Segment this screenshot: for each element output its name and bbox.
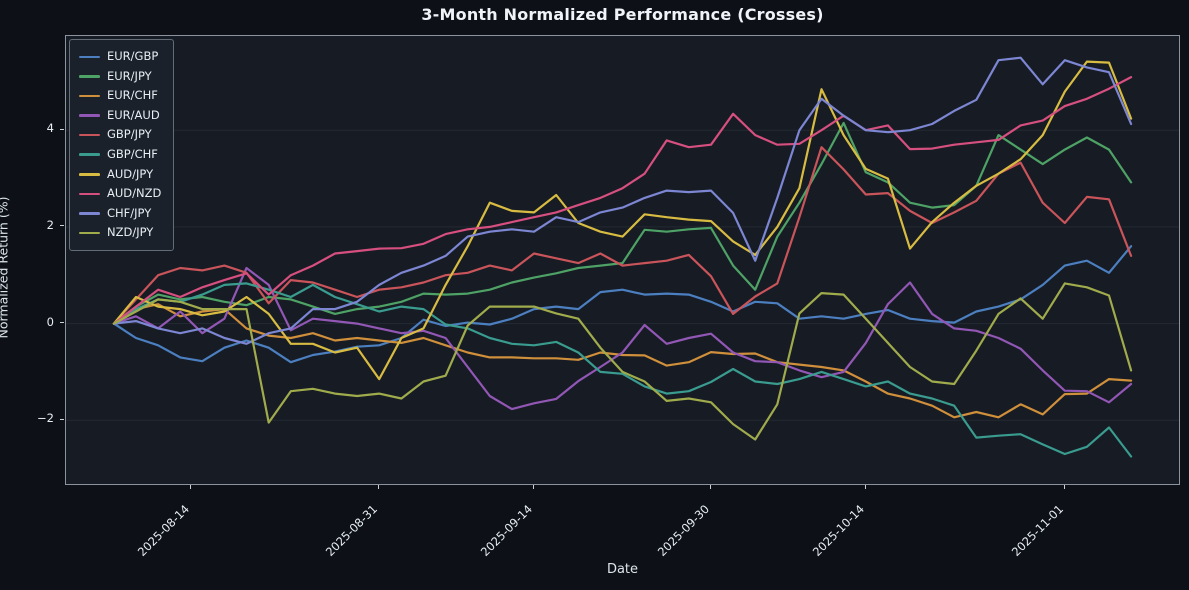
legend-swatch-icon [79, 75, 100, 78]
series-line-EUR-JPY [112, 121, 1133, 325]
legend-label: CHF/JPY [107, 205, 152, 220]
legend-item-GBP-CHF: GBP/CHF [79, 145, 161, 165]
legend-swatch-icon [79, 173, 100, 176]
y-tick-mark [60, 418, 64, 420]
series-line-CHF-JPY [112, 56, 1133, 345]
legend-swatch-icon [79, 94, 100, 98]
series-line-GBP-JPY [112, 146, 1133, 325]
legend-item-EUR-JPY: EUR/JPY [79, 67, 161, 87]
x-axis-label: Date [606, 562, 639, 577]
legend-item-AUD-NZD: AUD/NZD [79, 184, 161, 204]
legend-item-AUD-JPY: AUD/JPY [79, 165, 161, 185]
legend-item-EUR-GBP: EUR/GBP [79, 47, 161, 67]
legend-label: EUR/CHF [107, 88, 158, 103]
legend-item-CHF-JPY: CHF/JPY [79, 204, 161, 224]
series-line-AUD-NZD [112, 75, 1133, 325]
y-tick-mark [60, 128, 64, 130]
legend-swatch-icon [79, 133, 100, 137]
x-tick-label: 2025-09-30 [654, 501, 713, 560]
y-tick-mark [60, 225, 64, 227]
x-tick-mark [710, 485, 711, 489]
legend-label: EUR/JPY [107, 68, 152, 83]
x-tick-mark [533, 485, 534, 489]
legend-item-EUR-AUD: EUR/AUD [79, 106, 161, 126]
series-line-EUR-AUD [112, 266, 1133, 411]
y-tick-mark [60, 322, 64, 324]
legend-item-GBP-JPY: GBP/JPY [79, 125, 161, 145]
chart-canvas [66, 56, 1179, 458]
legend-label: EUR/AUD [107, 107, 160, 122]
legend-label: EUR/GBP [107, 49, 159, 64]
legend-label: GBP/JPY [107, 127, 152, 142]
y-tick-label: −2 [37, 411, 54, 426]
legend-swatch-icon [79, 114, 100, 117]
x-tick-mark [378, 485, 380, 489]
y-tick-label: 2 [46, 217, 54, 232]
series-line-EUR-CHF [112, 303, 1133, 419]
legend-swatch-icon [79, 55, 100, 59]
legend-item-NZD-JPY: NZD/JPY [79, 223, 161, 243]
y-tick-label: 4 [46, 121, 54, 136]
legend-swatch-icon [79, 153, 100, 157]
x-tick-mark [1063, 485, 1065, 489]
series-line-GBP-CHF [112, 282, 1133, 458]
x-tick-mark [190, 485, 192, 489]
legend-label: AUD/JPY [107, 166, 154, 181]
plot-area: EUR/GBP EUR/JPY EUR/CHF EUR/AUD GBP/JPY GBP/C… [65, 35, 1180, 485]
x-tick-mark [864, 485, 866, 489]
series-line-EUR-GBP [112, 245, 1133, 364]
y-axis-label: Normalized Return (%) [0, 196, 11, 339]
x-tick-label: 2025-08-14 [135, 501, 193, 560]
legend-swatch-icon [79, 192, 100, 196]
legend-swatch-icon [79, 212, 100, 215]
legend-label: NZD/JPY [107, 225, 154, 240]
y-tick-label: 0 [46, 314, 54, 329]
legend-label: AUD/NZD [107, 186, 162, 201]
x-tick-label: 2025-11-01 [1008, 501, 1066, 560]
x-tick-label: 2025-09-14 [477, 501, 536, 560]
series-line-AUD-JPY [112, 60, 1133, 381]
legend-swatch-icon [79, 231, 100, 235]
x-tick-label: 2025-10-14 [809, 501, 867, 560]
series-line-NZD-JPY [112, 282, 1133, 441]
chart-title: 3-Month Normalized Performance (Crosses) [421, 5, 824, 24]
legend: EUR/GBP EUR/JPY EUR/CHF EUR/AUD GBP/JPY GBP/C… [69, 39, 175, 251]
x-tick-label: 2025-08-31 [323, 501, 381, 560]
legend-label: GBP/CHF [107, 147, 158, 162]
legend-item-EUR-CHF: EUR/CHF [79, 86, 161, 106]
